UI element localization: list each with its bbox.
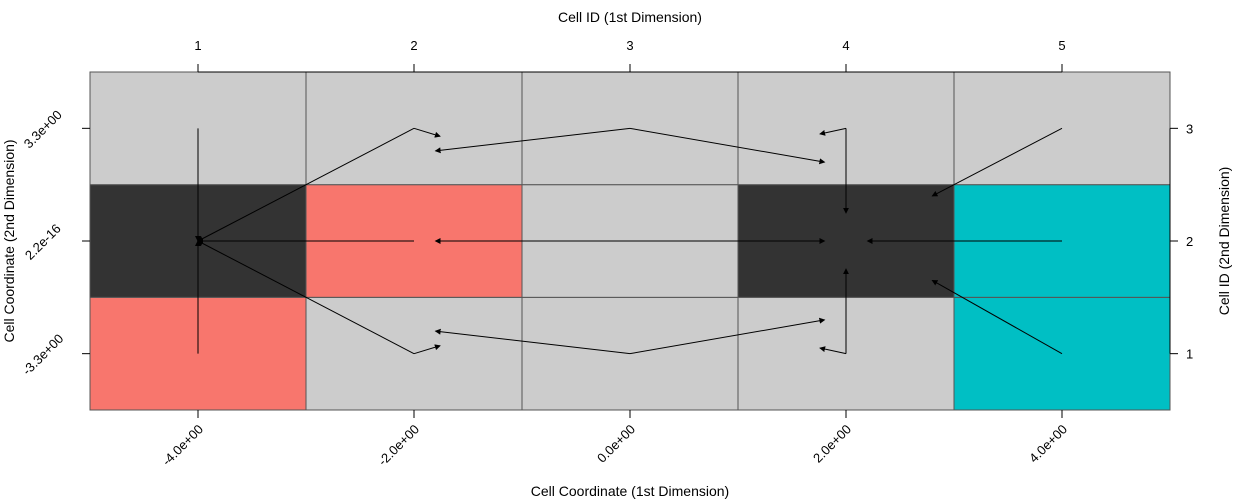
left-tick-label: 3.3e+00: [21, 107, 65, 151]
vector-arrow-17: [819, 346, 847, 355]
cell-3-1: [521, 296, 739, 411]
left-tick-label: -3.3e+00: [19, 331, 66, 378]
vector-arrow-12: [629, 317, 826, 355]
bottom-tick-label: -2.0e+00: [375, 422, 422, 469]
vector-arrow-5: [413, 127, 441, 138]
cell-5-1: [953, 296, 1171, 411]
right-tick-label: 2: [1186, 234, 1193, 249]
top-tick-label: 1: [194, 38, 201, 53]
right-axis-title: Cell ID (2nd Dimension): [1216, 167, 1232, 316]
bottom-tick-label: -4.0e+00: [159, 422, 206, 469]
left-tick-label: 2.2e-16: [22, 221, 64, 263]
vector-arrow-4: [197, 127, 415, 242]
vector-arrow-19: [931, 127, 1063, 197]
vector-arrow-13: [434, 328, 631, 355]
top-tick-label: 3: [626, 38, 633, 53]
vector-arrow-20: [931, 279, 1063, 355]
top-tick-label: 4: [842, 38, 849, 53]
top-tick-label: 2: [410, 38, 417, 53]
top-tick-label: 5: [1058, 38, 1065, 53]
bottom-tick-label: 4.0e+00: [1026, 422, 1070, 466]
vector-arrow-10: [629, 127, 826, 165]
bottom-tick-label: 2.0e+00: [810, 422, 854, 466]
vector-arrow-11: [434, 127, 631, 154]
left-axis-title: Cell Coordinate (2nd Dimension): [1, 139, 17, 342]
vector-arrow-15: [819, 127, 847, 136]
top-axis-title: Cell ID (1st Dimension): [558, 9, 702, 25]
vector-arrow-7: [413, 344, 441, 355]
right-tick-label: 1: [1186, 347, 1193, 362]
vector-arrow-6: [197, 240, 415, 355]
vector-arrows: [195, 127, 1063, 355]
right-tick-label: 3: [1186, 121, 1193, 136]
bottom-tick-label: 0.0e+00: [594, 422, 638, 466]
bottom-axis-title: Cell Coordinate (1st Dimension): [531, 483, 729, 499]
